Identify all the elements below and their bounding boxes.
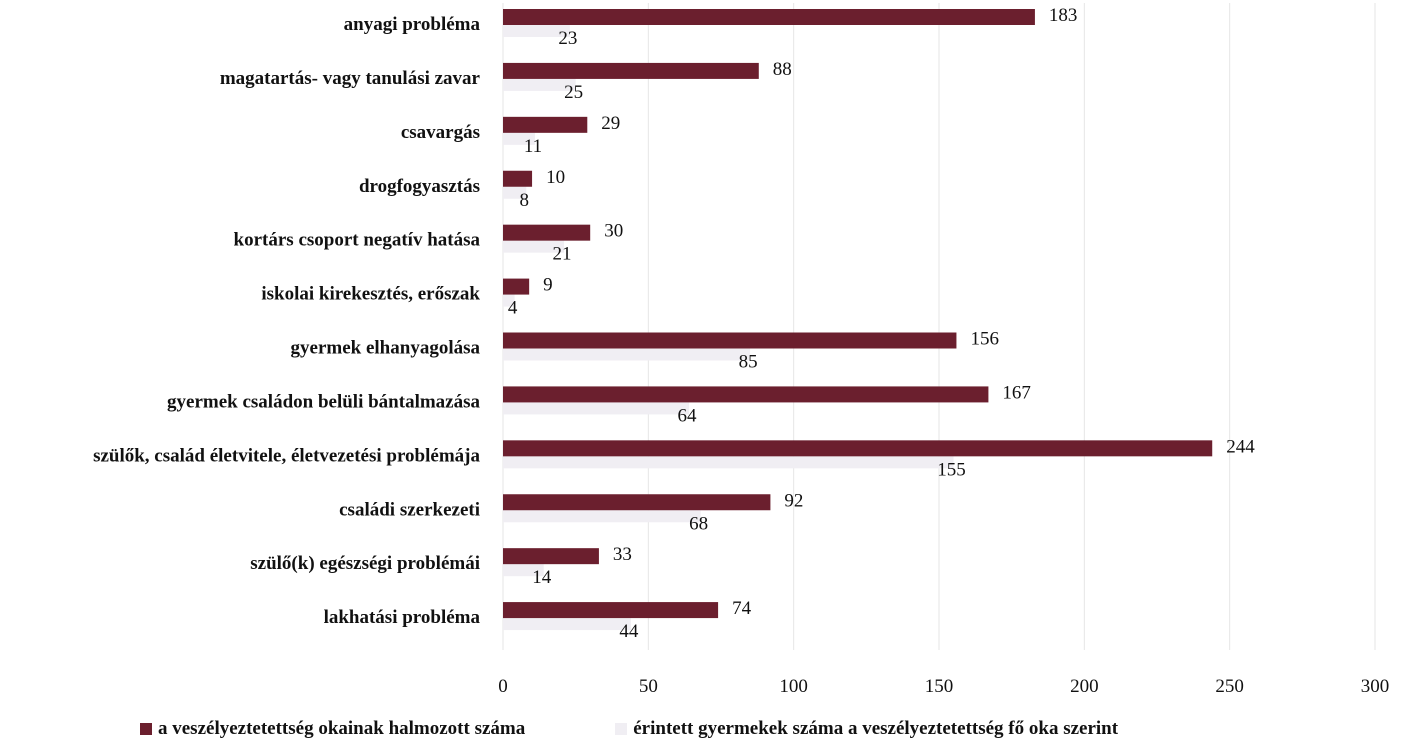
data-label-series-1: 156 [970, 329, 999, 350]
x-tick-label: 150 [925, 676, 954, 697]
data-label-series-2: 8 [520, 190, 530, 211]
bar-series-2 [503, 456, 954, 469]
bar-series-1 [503, 386, 989, 403]
legend-item-series-1: a veszélyeztetettség okainak halmozott s… [140, 718, 525, 740]
data-label-series-1: 30 [604, 221, 623, 242]
data-label-series-2: 155 [937, 459, 966, 480]
bar-series-1 [503, 602, 719, 619]
x-tick-label: 50 [639, 676, 658, 697]
category-labels: anyagi probléma magatartás- vagy tanulási… [93, 14, 480, 628]
bar-series-1 [503, 278, 530, 295]
category-label: magatartás- vagy tanulási zavar [220, 68, 481, 89]
data-label-series-2: 85 [739, 352, 758, 373]
x-tick-label: 250 [1215, 676, 1244, 697]
x-tick-label: 300 [1361, 676, 1390, 697]
category-label: iskolai kirekesztés, erőszak [261, 284, 480, 305]
legend-label-series-1: a veszélyeztetettség okainak halmozott s… [158, 718, 526, 739]
legend: a veszélyeztetettség okainak halmozott s… [140, 718, 1118, 740]
data-label-series-1: 29 [601, 113, 620, 134]
bar-series-1 [503, 62, 759, 79]
bar-series-1 [503, 494, 771, 511]
data-label-series-2: 44 [619, 621, 639, 642]
bar-series-2 [503, 25, 570, 37]
x-axis-ticks: 0 50 100 150 200 250 300 [498, 676, 1389, 697]
bar-series-2 [503, 618, 631, 631]
bar-series-2 [503, 564, 544, 577]
data-label-series-2: 4 [508, 298, 518, 319]
bar-series-2 [503, 186, 527, 199]
bar-series-2 [503, 402, 690, 415]
x-tick-label: 0 [498, 676, 508, 697]
data-label-series-1: 183 [1049, 5, 1078, 26]
data-label-series-1: 167 [1002, 382, 1031, 403]
data-label-series-1: 88 [773, 59, 792, 80]
data-label-series-1: 10 [546, 167, 565, 188]
bar-series-1 [503, 224, 591, 241]
bar-series-2 [503, 78, 576, 91]
category-label: gyermek elhanyagolása [291, 338, 481, 359]
category-label: családi szerkezeti [339, 499, 480, 520]
bar-series-2 [503, 348, 751, 361]
bars [503, 9, 1213, 631]
bar-series-1 [503, 116, 588, 133]
category-label: szülő(k) egészségi problémái [250, 553, 480, 574]
category-label: lakhatási probléma [324, 607, 481, 628]
x-tick-label: 200 [1070, 676, 1099, 697]
data-label-series-2: 68 [689, 513, 708, 534]
legend-item-series-2: érintett gyermekek száma a veszélyeztete… [615, 718, 1118, 740]
category-label: gyermek családon belüli bántalmazása [167, 391, 480, 412]
bar-series-2 [503, 132, 535, 145]
data-label-series-2: 11 [524, 136, 542, 157]
bar-series-1 [503, 440, 1213, 457]
bar-series-2 [503, 510, 701, 523]
bar-series-1 [503, 170, 533, 187]
data-label-series-1: 244 [1226, 436, 1255, 457]
data-label-series-1: 33 [613, 544, 632, 565]
data-label-series-2: 14 [532, 567, 552, 588]
bar-series-1 [503, 548, 599, 565]
category-label: szülők, család életvitele, életvezetési … [93, 445, 480, 466]
legend-label-series-2: érintett gyermekek száma a veszélyeztete… [633, 718, 1119, 739]
category-label: anyagi probléma [344, 14, 481, 35]
x-tick-label: 100 [779, 676, 808, 697]
data-label-series-1: 92 [784, 490, 803, 511]
legend-swatch-series-2 [615, 723, 628, 735]
data-label-series-2: 64 [678, 405, 698, 426]
category-label: kortárs csoport negatív hatása [234, 230, 481, 251]
data-label-series-1: 74 [732, 598, 752, 619]
data-label-series-2: 21 [553, 244, 572, 265]
bar-series-2 [503, 294, 515, 307]
bar-series-1 [503, 332, 957, 349]
category-label: drogfogyasztás [359, 176, 480, 197]
bar-series-1 [503, 9, 1035, 25]
data-label-series-1: 9 [543, 275, 553, 296]
bar-series-2 [503, 240, 565, 253]
data-label-series-2: 23 [558, 28, 577, 49]
data-label-series-2: 25 [564, 82, 583, 103]
category-label: csavargás [401, 122, 480, 143]
legend-swatch-series-1 [140, 723, 152, 735]
gridlines [502, 3, 1376, 650]
